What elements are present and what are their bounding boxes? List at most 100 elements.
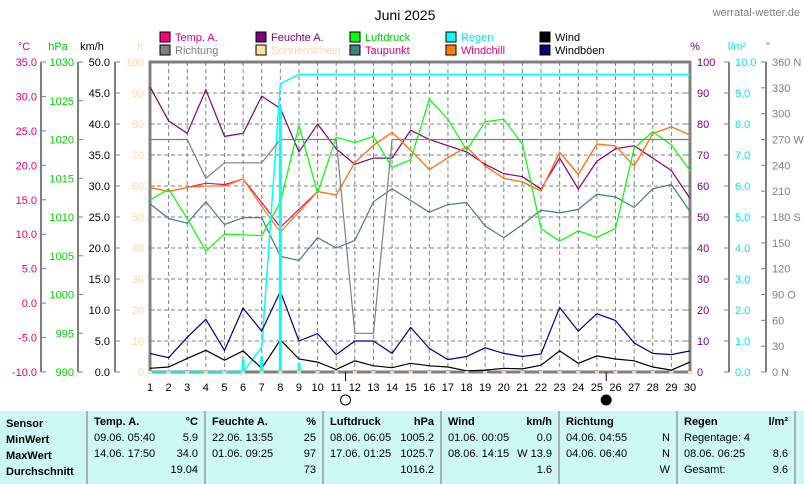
sun-marker [557,371,562,374]
rain-tick-label: 1.0 [735,336,750,348]
rain-tick-label: 5.0 [735,212,750,224]
rain-bar [297,362,301,372]
press-min-val: 1005.2 [400,432,434,444]
sun-marker [148,371,152,374]
x-tick-label: 16 [423,382,435,394]
rain-tick-label: 6.0 [735,181,750,193]
legend-label-1: Richtung [175,45,218,57]
temp-tick-label: 0.0 [22,298,37,310]
label-avg: Durchschnitt [6,466,74,478]
col-rain: Regen l/m² Regentage: 4 08.06. 06:25 8.6… [678,411,796,484]
sun-marker [222,371,227,374]
sun-marker [650,371,655,374]
temp-max-time: 14.06. 17:50 [94,448,156,460]
rain-bar [241,359,245,372]
label-sensor: Sensor [6,418,44,430]
sun-tick-label: 60 [132,181,144,193]
rain-tick-label: 9.0 [735,88,750,100]
dir-tick-label: 60 [772,315,784,327]
series-line-wind [149,338,691,372]
press-tick-label: 1015 [50,173,74,185]
site-name[interactable]: werratal-wetter.de [712,7,800,19]
temp-header: Temp. A. [94,416,140,428]
press-tick-label: 990 [56,367,74,379]
rain-header: Regen [684,416,718,428]
sun-tick-label: 80 [132,119,144,131]
dir-tick-label: 0 N [772,367,789,379]
wind-tick-label: 15.0 [89,274,110,286]
legend-label-9: Windböen [555,45,605,57]
x-tick-label: 8 [277,382,283,394]
dir-min-time: 04.06. 04:55 [566,432,628,444]
legend-label-0: Temp. A. [175,32,218,44]
wind-min-val: 0.0 [536,432,552,444]
x-tick-label: 15 [405,382,417,394]
temp-min-val: 5.9 [182,432,198,444]
series-group [149,73,691,373]
legend-label-2: Feuchte A. [271,32,324,44]
dir-tick-label: 330 [772,83,790,95]
x-tick-label: 11 [330,382,341,394]
x-tick-label: 29 [665,382,677,394]
press-max-time: 17.06. 01:25 [330,448,392,460]
legend-label-6: Regen [461,32,493,44]
legend-label-7: Windchill [461,45,505,57]
label-max: MaxWert [6,450,52,462]
temp-max-val: 34.0 [176,448,198,460]
legend-label-3: Sonnenschein [271,45,341,57]
hum-tick-label: 0 [697,367,703,379]
dir-tick-label: 300 [772,109,790,121]
x-tick-label: 30 [684,382,696,394]
dir-tick-label: 240 [772,160,790,172]
chart-title: Juni 2025 [375,7,436,23]
legend-swatch-6 [445,31,457,43]
x-tick-label: 10 [311,382,323,394]
x-tick-label: 23 [554,382,566,394]
sun-marker [259,371,264,374]
temp-tick-label: -5.0 [18,333,37,345]
x-axis: 1 2 3 4 5 6 7 8 9 10 11 12 13 14 15 16 17 18 19 20 21 22 23 24 2… [147,371,696,406]
press-tick-label: 995 [56,328,74,340]
col-wind: Wind km/h 01.06. 00:05 0.0 08.06. 14:15 … [442,411,560,484]
temp-tick-label: 15.0 [16,195,37,207]
hum-avg: 73 [303,464,316,476]
sun-marker [501,371,506,374]
series-line-taupunkt [149,183,691,262]
press-tick-label: 1005 [50,251,74,263]
wind-tick-label: 0.0 [95,367,110,379]
dir-min-val: N [662,432,670,444]
sun-marker [613,371,618,374]
wind-tick-label: 50.0 [89,57,110,69]
dir-tick-label: 30 [772,341,784,353]
press-axis-unit: hPa [48,41,68,53]
press-max-val: 1025.7 [400,448,434,460]
wind-tick-label: 10.0 [89,305,110,317]
x-tick-label: 4 [203,382,209,394]
x-tick-label: 14 [386,382,398,394]
rain-tick-label: 4.0 [735,243,750,255]
press-tick-label: 1020 [50,135,74,147]
wind-min-time: 01.06. 00:05 [448,432,510,444]
sun-marker [483,371,488,374]
rain-max-time: 08.06. 06:25 [684,448,746,460]
temp-tick-label: 10.0 [16,229,37,241]
series-line-tempa [149,126,691,229]
legend-swatch-4 [349,31,361,43]
rain-bar [278,105,282,373]
temp-min-time: 09.06. 05:40 [94,432,156,444]
sun-tick-label: 50 [132,212,144,224]
sun-marker [203,371,208,374]
wind-tick-label: 20.0 [89,243,110,255]
wind-max-val: W 13.9 [517,448,552,460]
sun-marker [390,371,395,374]
sun-tick-label: 30 [132,274,144,286]
x-tick-label: 9 [296,382,302,394]
rain-axis-unit: l/m² [728,41,747,53]
col-dir: Richtung 04.06. 04:55 N 04.06. 06:40 N W [560,411,678,484]
rain-total-label: Gesamt: [684,464,726,476]
press-header: Luftdruck [330,416,381,428]
dir-tick-label: 360 N [772,57,801,69]
legend-label-5: Taupunkt [365,45,410,57]
hum-tick-label: 100 [697,57,715,69]
sun-marker [445,371,450,374]
